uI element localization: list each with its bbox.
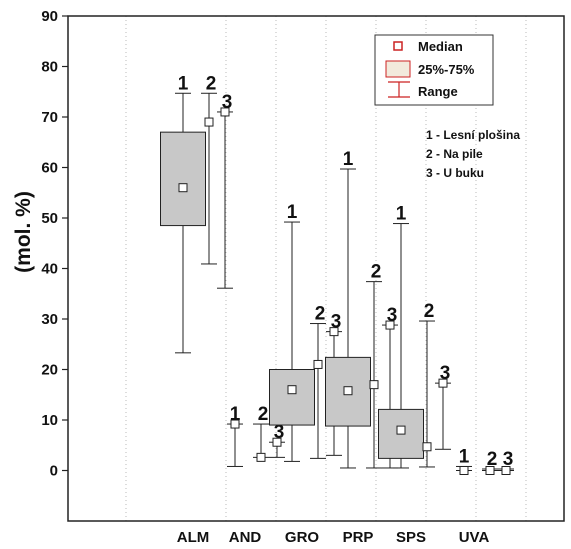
y-tick-label: 70 xyxy=(41,109,58,126)
y-axis: 0 10 20 30 40 50 60 70 80 90 xyxy=(41,8,68,480)
series-note-1: 1 - Lesní plošina xyxy=(426,128,520,142)
median-marker xyxy=(485,466,495,475)
box-uva-3: 3 xyxy=(498,449,514,475)
median-marker xyxy=(204,117,214,127)
box-sps-2: 2 xyxy=(419,301,435,468)
series-number-label: 1 xyxy=(230,404,241,425)
box-alm-1: 1 xyxy=(160,73,206,354)
box-and-1: 1 xyxy=(227,404,243,467)
series-number-label: 2 xyxy=(206,73,217,94)
box-prp-2: 2 xyxy=(366,262,382,469)
iqr-box xyxy=(160,131,206,227)
series-number-label: 2 xyxy=(424,301,435,322)
y-tick-label: 60 xyxy=(41,160,58,177)
median-marker xyxy=(422,442,432,452)
series-number-label: 2 xyxy=(315,304,326,325)
x-tick-label: AND xyxy=(229,529,262,546)
median-marker xyxy=(178,183,188,193)
legend-label-median: Median xyxy=(418,39,463,54)
series-note: 1 - Lesní plošina 2 - Na pile 3 - U buku xyxy=(426,128,520,180)
x-tick-label: GRO xyxy=(285,529,320,546)
series-number-label: 3 xyxy=(440,363,451,384)
box-and-2: 2 xyxy=(253,404,269,462)
box-prp-1: 1 xyxy=(325,149,371,469)
box-and-3: 3 xyxy=(269,422,285,458)
box-uva-2: 2 xyxy=(482,449,498,475)
series-number-label: 3 xyxy=(503,449,514,470)
median-marker xyxy=(256,452,266,462)
series-number-label: 1 xyxy=(287,202,298,223)
series-number-label: 2 xyxy=(371,262,382,283)
box-gro-1: 1 xyxy=(269,202,315,462)
series-number-label: 1 xyxy=(459,446,470,467)
median-marker xyxy=(230,419,240,429)
legend-label-25-75: 25%-75% xyxy=(418,62,475,77)
median-marker xyxy=(396,425,406,435)
series-number-label: 1 xyxy=(396,204,407,225)
median-marker xyxy=(369,380,379,390)
series-note-2: 2 - Na pile xyxy=(426,147,483,161)
series-number-label: 3 xyxy=(387,305,398,326)
series-number-label: 2 xyxy=(487,449,498,470)
median-marker xyxy=(287,385,297,395)
y-tick-label: 80 xyxy=(41,59,58,76)
series-note-3: 3 - U buku xyxy=(426,166,484,180)
median-marker xyxy=(329,327,339,337)
median-marker xyxy=(459,466,469,475)
box-rect-icon xyxy=(385,60,411,78)
box-gro-2: 2 xyxy=(310,304,326,459)
iqr-box xyxy=(269,369,315,426)
box-alm-2: 2 xyxy=(201,73,217,265)
series-number-label: 3 xyxy=(274,422,285,443)
y-tick-label: 10 xyxy=(41,412,58,429)
x-tick-label: ALM xyxy=(177,529,210,546)
y-axis-label: (mol. %) xyxy=(12,191,35,273)
y-tick-label: 0 xyxy=(50,463,58,480)
median-marker xyxy=(438,378,448,388)
whisker-icon xyxy=(388,81,410,98)
y-tick-label: 50 xyxy=(41,210,58,227)
legend-label-range: Range xyxy=(418,84,458,99)
y-tick-label: 90 xyxy=(41,8,58,25)
y-tick-label: 20 xyxy=(41,362,58,379)
y-tick-label: 30 xyxy=(41,311,58,328)
box-uva-1: 1 xyxy=(456,446,472,475)
median-marker xyxy=(343,386,353,396)
median-marker xyxy=(385,320,395,330)
x-tick-label: PRP xyxy=(343,529,374,546)
box-alm-3: 3 xyxy=(217,92,233,289)
y-tick-label: 40 xyxy=(41,261,58,278)
median-marker xyxy=(501,466,511,475)
median-marker xyxy=(313,359,323,369)
median-marker xyxy=(272,437,282,447)
series-number-label: 3 xyxy=(331,312,342,333)
series-number-label: 2 xyxy=(258,404,269,425)
legend: Median 25%-75% Range xyxy=(374,34,494,106)
x-axis: ALM AND GRO PRP SPS UVA xyxy=(177,529,490,546)
series-number-label: 1 xyxy=(178,73,189,94)
box-sps-1: 1 xyxy=(378,204,424,469)
x-tick-label: SPS xyxy=(396,529,426,546)
median-marker xyxy=(220,107,230,117)
grid-lines xyxy=(125,16,527,521)
series-number-label: 1 xyxy=(343,149,354,170)
series-number-label: 3 xyxy=(222,92,233,113)
box-sps-3: 3 xyxy=(435,363,451,450)
median-square-icon xyxy=(393,41,403,51)
x-tick-label: UVA xyxy=(459,529,490,546)
